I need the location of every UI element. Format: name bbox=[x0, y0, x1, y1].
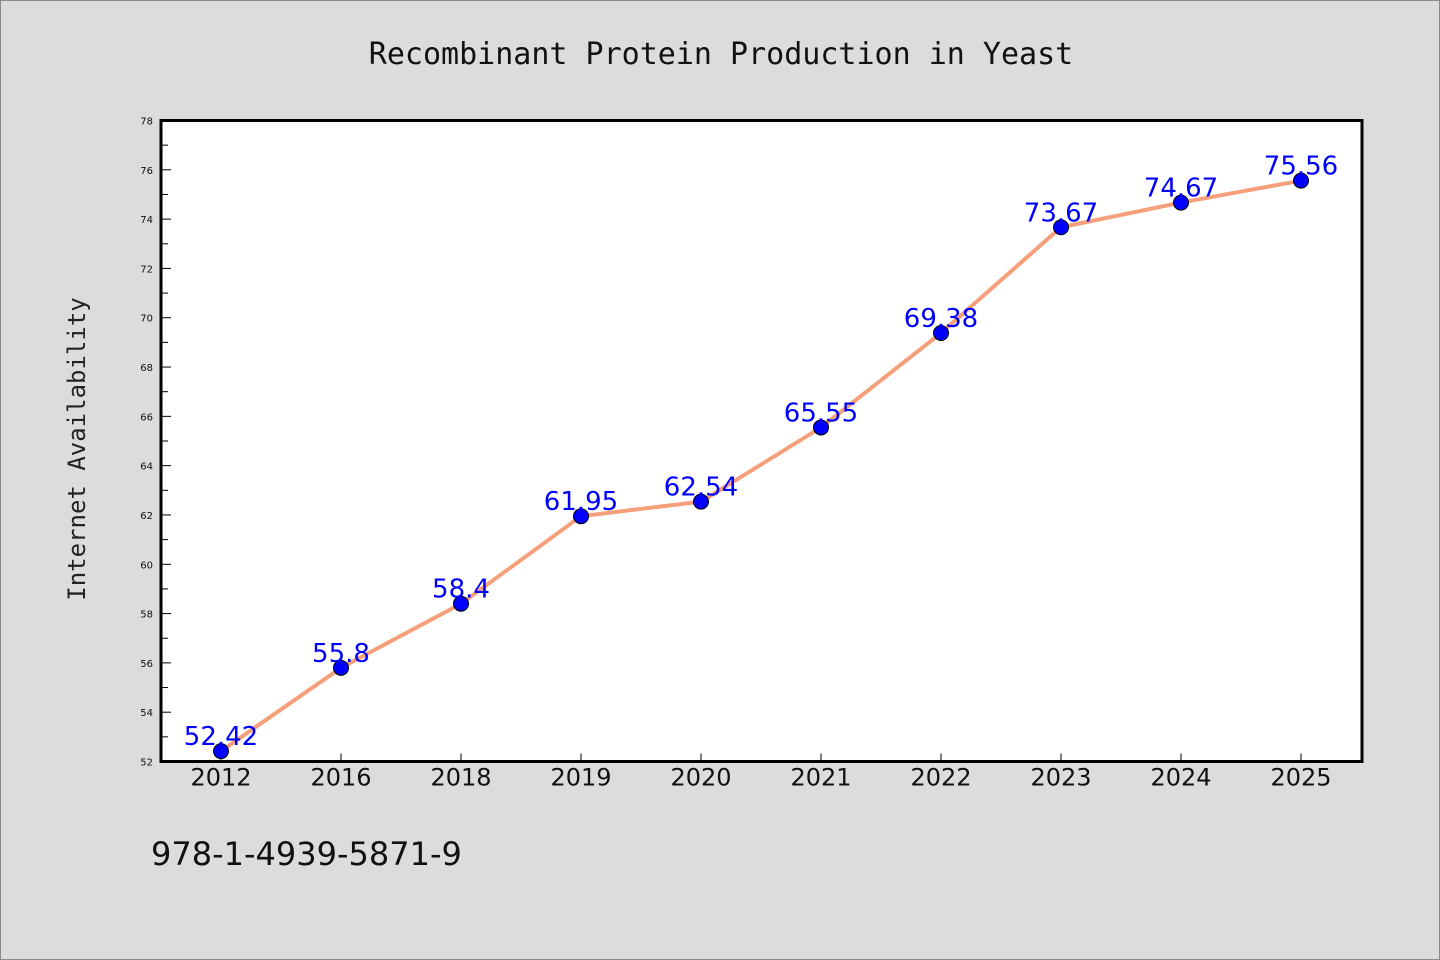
x-tick-label: 2019 bbox=[550, 764, 611, 792]
y-tick-label: 58 bbox=[140, 610, 153, 621]
x-tick-label: 2022 bbox=[910, 764, 971, 792]
y-tick-label: 66 bbox=[140, 412, 153, 423]
data-point bbox=[213, 743, 229, 760]
y-tick-label: 70 bbox=[140, 314, 153, 325]
chart-title: Recombinant Protein Production in Yeast bbox=[369, 37, 1073, 72]
data-label: 75.56 bbox=[1264, 152, 1338, 182]
x-tick-label: 2020 bbox=[670, 764, 731, 792]
data-markers bbox=[213, 172, 1309, 760]
x-tick-label: 2024 bbox=[1150, 764, 1211, 792]
x-axis-ticks: 2012 2016 2018 2019 2020 2021 2022 2023 2024 2025 bbox=[190, 753, 1332, 792]
footer-isbn: 978-1-4939-5871-9 bbox=[151, 835, 462, 873]
data-label: 61.95 bbox=[544, 487, 618, 517]
data-point bbox=[333, 659, 349, 676]
y-tick-label: 54 bbox=[140, 708, 153, 719]
data-labels: 52.42 55.8 58.4 61.95 62.54 65.55 69.38 73.67 74… bbox=[184, 152, 1338, 752]
y-tick-label: 78 bbox=[140, 117, 153, 128]
x-tick-label: 2016 bbox=[310, 764, 371, 792]
x-tick-label: 2012 bbox=[190, 764, 251, 792]
y-tick-label: 76 bbox=[140, 166, 153, 177]
x-tick-label: 2021 bbox=[790, 764, 851, 792]
data-label: 74.67 bbox=[1144, 174, 1218, 204]
data-label: 52.42 bbox=[184, 722, 258, 752]
data-label: 73.67 bbox=[1024, 198, 1098, 228]
data-label: 62.54 bbox=[664, 473, 738, 503]
data-label: 69.38 bbox=[904, 304, 978, 334]
data-label: 55.8 bbox=[312, 639, 370, 669]
data-point bbox=[1053, 219, 1069, 236]
y-tick-label: 52 bbox=[140, 758, 153, 769]
data-point bbox=[933, 325, 949, 342]
data-point bbox=[693, 493, 709, 510]
y-tick-label: 68 bbox=[140, 363, 153, 374]
data-point bbox=[813, 419, 829, 436]
x-tick-label: 2023 bbox=[1030, 764, 1091, 792]
y-tick-label: 56 bbox=[140, 659, 153, 670]
data-point bbox=[453, 595, 469, 612]
y-tick-label: 72 bbox=[140, 264, 153, 275]
y-axis-label: Internet Availability bbox=[63, 297, 91, 600]
data-point bbox=[1293, 172, 1309, 189]
y-tick-label: 64 bbox=[140, 462, 153, 473]
data-label: 58.4 bbox=[432, 575, 490, 605]
x-tick-label: 2025 bbox=[1270, 764, 1331, 792]
x-tick-label: 2018 bbox=[430, 764, 491, 792]
series-line-group bbox=[219, 178, 1303, 754]
plot-area bbox=[159, 119, 1364, 763]
y-axis-ticks: 52 54 56 58 60 62 64 66 68 70 72 74 76 78 bbox=[140, 117, 171, 769]
data-point bbox=[1173, 194, 1189, 211]
series-line bbox=[219, 178, 1303, 754]
data-point bbox=[573, 508, 589, 525]
y-tick-label: 62 bbox=[140, 511, 153, 522]
y-tick-label: 74 bbox=[140, 215, 153, 226]
y-tick-label: 60 bbox=[140, 560, 153, 571]
data-label: 65.55 bbox=[784, 398, 858, 428]
